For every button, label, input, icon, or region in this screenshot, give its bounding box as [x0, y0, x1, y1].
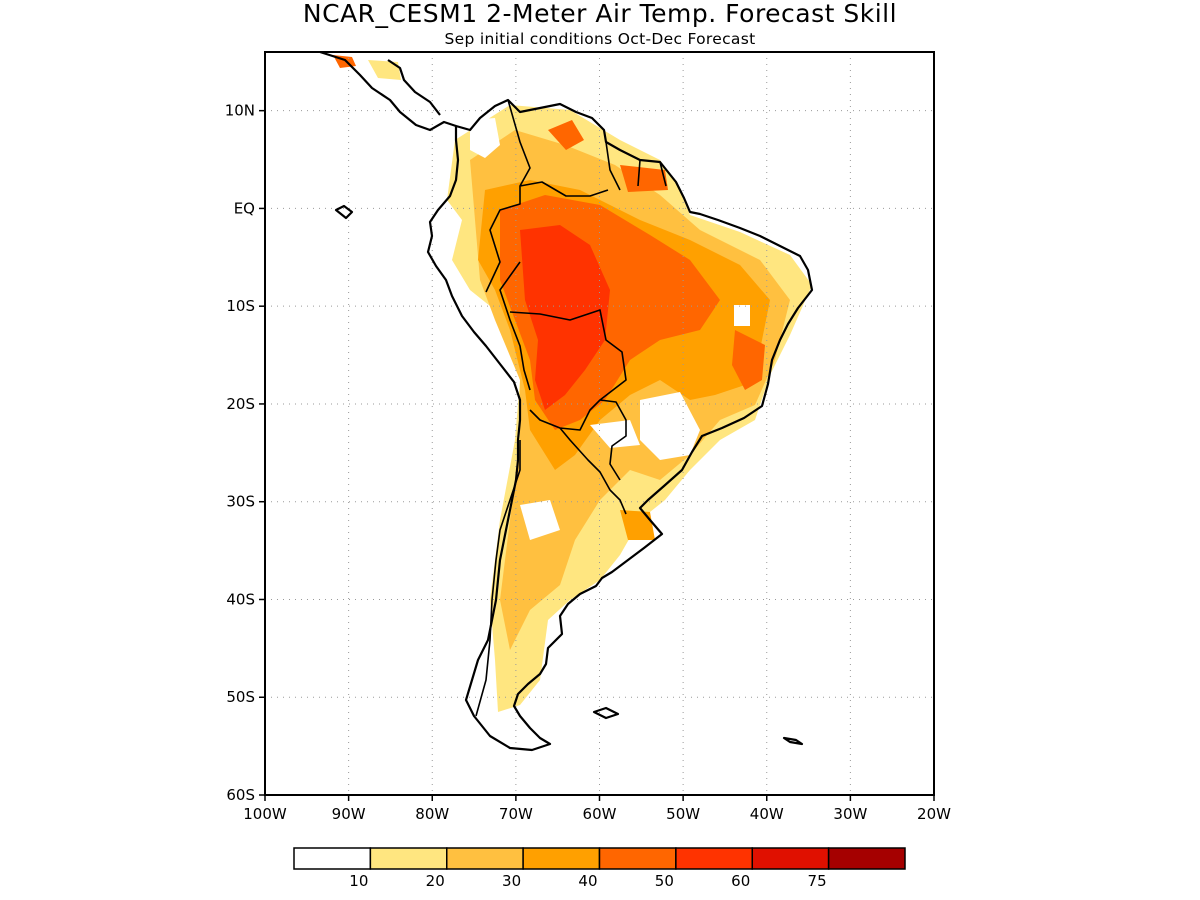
colorbar-swatch — [598, 847, 677, 870]
lon-tick-label: 100W — [243, 805, 287, 823]
skill-shading — [333, 55, 812, 712]
shade-guiana — [620, 165, 668, 192]
shade-venezuela — [548, 120, 584, 150]
colorbar-swatch — [827, 847, 906, 870]
lat-tick-label: 40S — [226, 590, 255, 608]
coastline-and-borders — [319, 52, 814, 752]
colorbar-label: 30 — [502, 872, 521, 890]
map-title: NCAR_CESM1 2-Meter Air Temp. Forecast Sk… — [303, 0, 897, 28]
country-borders — [475, 99, 667, 717]
lon-tick-label: 40W — [750, 805, 784, 823]
colorbar-label: 50 — [655, 872, 674, 890]
colorbar-label: 40 — [578, 872, 597, 890]
lat-tick-label: 10S — [226, 297, 255, 315]
shade-level-40-50-east — [732, 330, 765, 390]
colorbar-swatch — [369, 847, 448, 870]
lat-tick-label: 10N — [225, 102, 255, 120]
shade-level-50-60-west — [520, 225, 610, 410]
colorbar-label: 60 — [731, 872, 750, 890]
colorbar-label: 75 — [808, 872, 827, 890]
lon-tick-label: 50W — [666, 805, 700, 823]
colorbar-swatch — [675, 847, 753, 870]
lat-tick-label: 20S — [226, 395, 255, 413]
south-georgia — [782, 736, 804, 746]
lon-tick-label: 20W — [917, 805, 951, 823]
colorbar: 10 20 30 40 50 60 75 — [293, 847, 906, 890]
axis-labels: 100W 90W 80W 70W 60W 50W 40W 30W 20W 10N EQ 10S 20S 3… — [225, 102, 951, 823]
falkland-islands — [592, 706, 620, 720]
shade-low-paraguay — [590, 420, 640, 448]
shade-central-america-2 — [368, 60, 401, 80]
colorbar-label: 10 — [349, 872, 368, 890]
lat-tick-label: 50S — [226, 688, 255, 706]
shade-low-bahia — [734, 305, 750, 326]
south-america-coastline — [426, 98, 814, 752]
map-panel: 100W 90W 80W 70W 60W 50W 40W 30W 20W 10N EQ 10S 20S 3… — [225, 51, 951, 823]
shade-low-argentina — [520, 500, 560, 540]
colorbar-swatch — [293, 847, 372, 870]
colorbar-swatch — [522, 847, 601, 870]
lon-tick-label: 60W — [583, 805, 617, 823]
lon-tick-label: 90W — [332, 805, 366, 823]
shade-low-east-brazil — [640, 392, 700, 460]
lat-tick-label: EQ — [234, 199, 255, 217]
lat-tick-label: 30S — [226, 493, 255, 511]
lon-tick-label: 30W — [833, 805, 867, 823]
shade-low-colombia — [470, 118, 500, 158]
colorbar-swatch — [446, 847, 524, 870]
map-subtitle: Sep initial conditions Oct-Dec Forecast — [445, 30, 756, 48]
colorbar-label: 20 — [426, 872, 445, 890]
central-america-coastline — [319, 52, 457, 132]
lat-tick-label: 60S — [226, 786, 255, 804]
shade-uruguay — [620, 510, 655, 540]
colorbar-swatch — [751, 847, 830, 870]
lon-tick-label: 80W — [415, 805, 449, 823]
galapagos-islands — [334, 204, 354, 220]
lon-tick-label: 70W — [499, 805, 533, 823]
